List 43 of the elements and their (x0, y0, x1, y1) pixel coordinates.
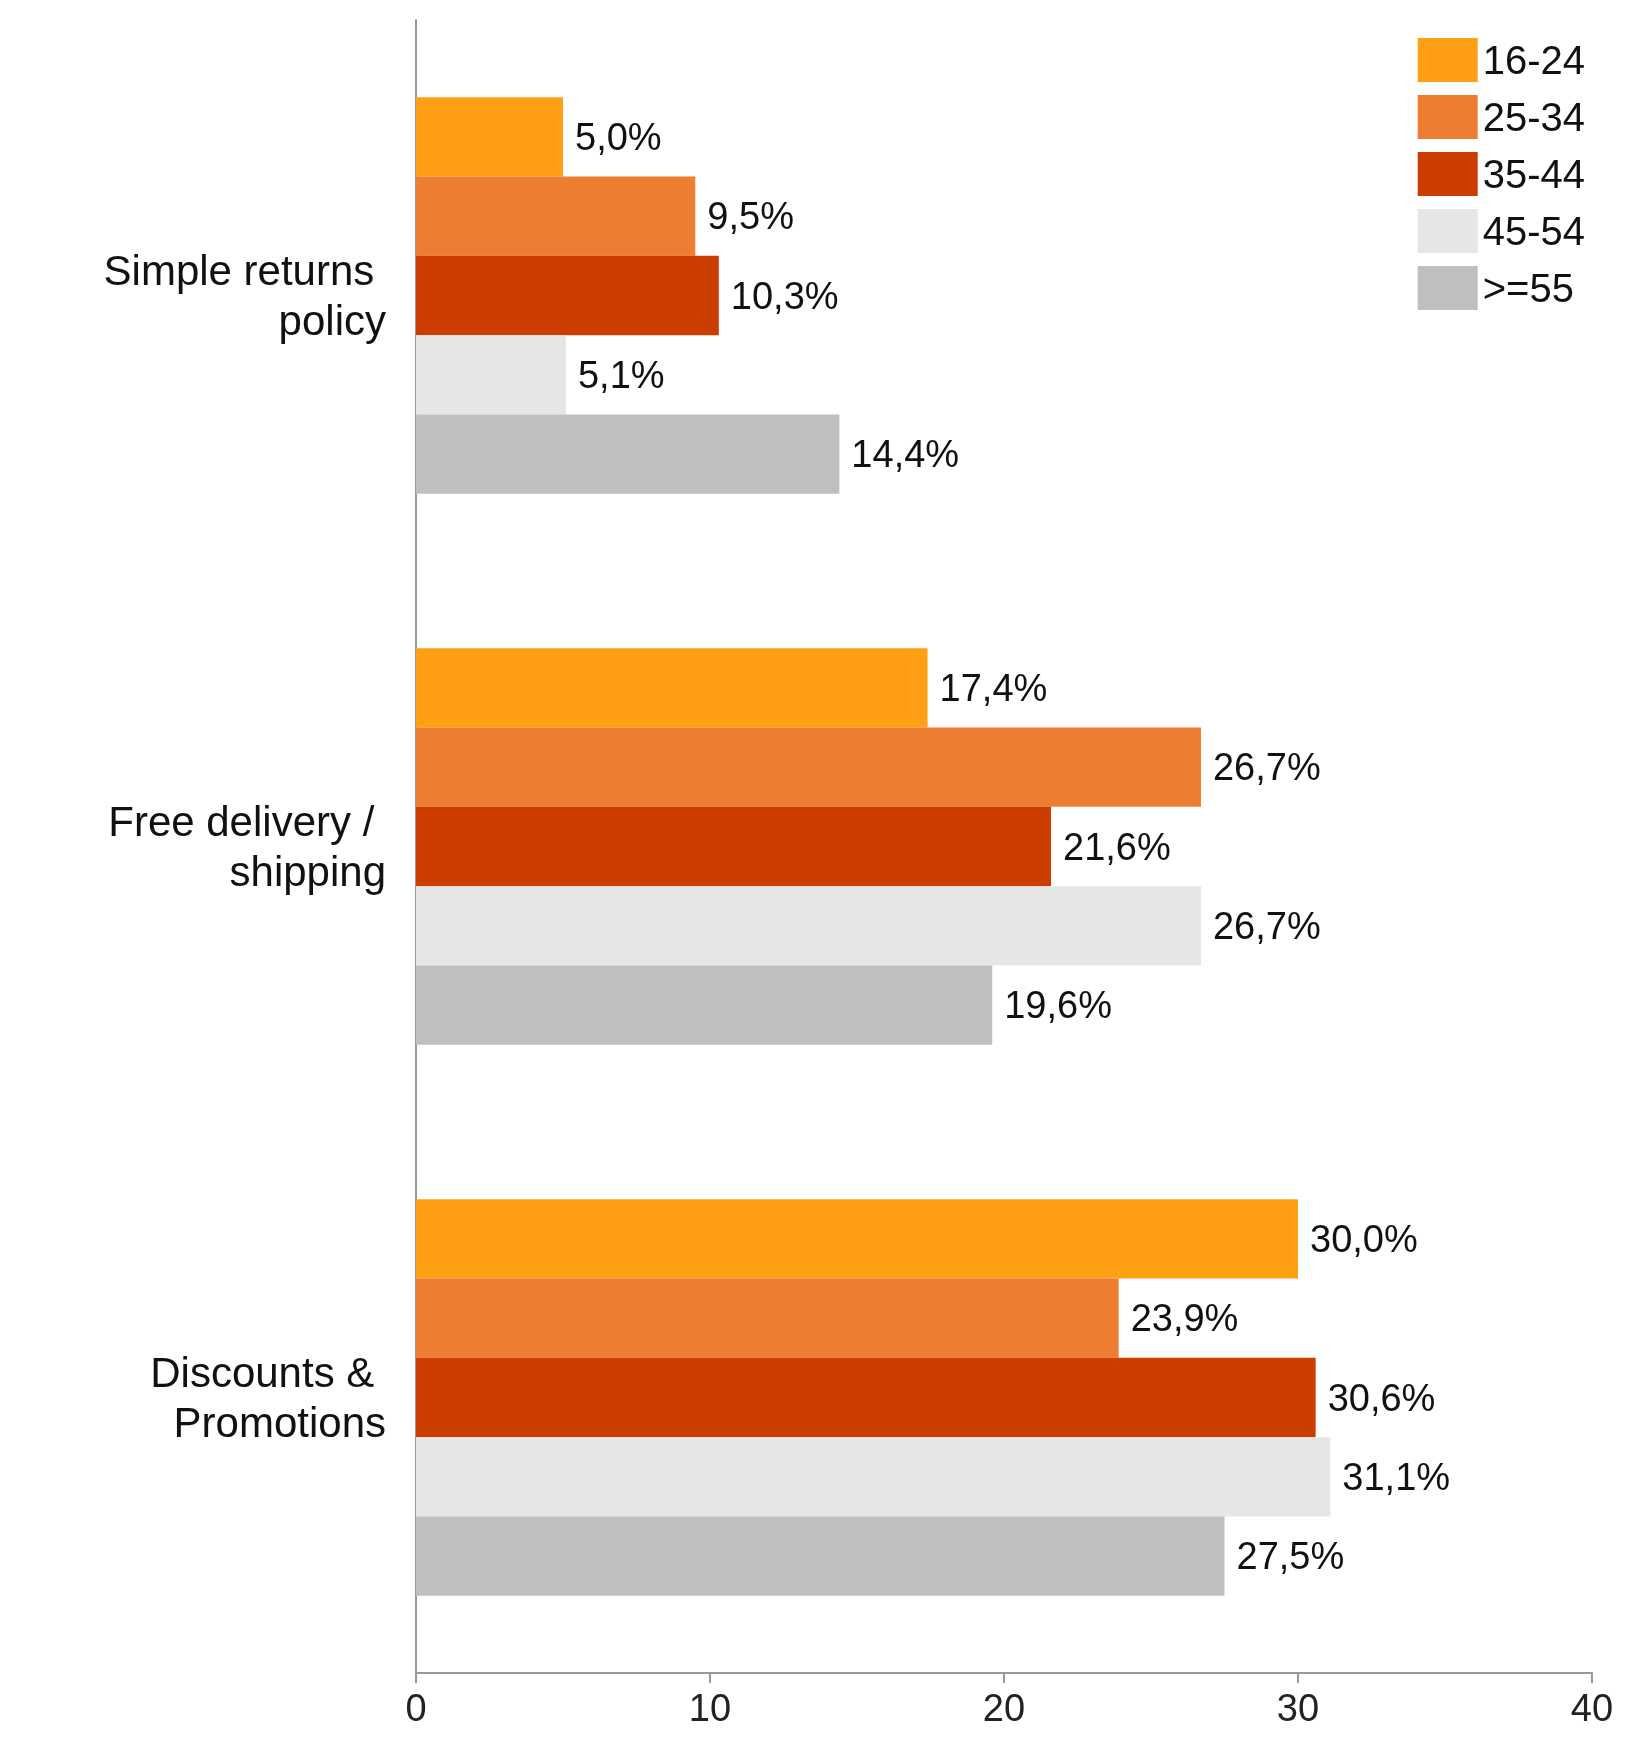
y-tick-label: Simple returns policy (103, 247, 386, 344)
data-label: 9,5% (707, 195, 794, 238)
data-label: 10,3% (730, 274, 839, 317)
data-label: 26,7% (1212, 904, 1321, 947)
bar (416, 806, 1052, 887)
bar (416, 255, 719, 336)
data-label: 27,5% (1236, 1535, 1345, 1578)
bar (416, 1357, 1316, 1438)
x-tick-label: 0 (405, 1687, 427, 1729)
data-label: 19,6% (1004, 984, 1112, 1027)
legend-label: 25-34 (1482, 95, 1586, 139)
x-tick-label: 30 (1276, 1687, 1320, 1729)
legend-label: >=55 (1482, 266, 1574, 310)
bar (416, 414, 840, 494)
bar (416, 1437, 1331, 1517)
bar (416, 176, 696, 256)
data-label: 17,4% (939, 666, 1048, 709)
data-label: 14,4% (851, 433, 960, 476)
data-label: 5,1% (577, 353, 665, 396)
bar (416, 1516, 1225, 1596)
bar (416, 335, 566, 415)
data-label: 21,6% (1063, 825, 1171, 868)
data-label: 5,0% (575, 115, 662, 158)
data-label: 30,0% (1310, 1217, 1418, 1260)
bar (416, 97, 563, 177)
bar (416, 1278, 1119, 1358)
data-label: 23,9% (1130, 1297, 1239, 1340)
legend-label: 35-44 (1482, 152, 1586, 196)
legend-label: 45-54 (1482, 209, 1586, 253)
legend-label: 16-24 (1482, 38, 1586, 82)
bar (416, 965, 993, 1045)
bar (416, 727, 1201, 807)
bar (416, 648, 928, 728)
data-label: 26,7% (1212, 746, 1321, 789)
x-tick-label: 20 (982, 1687, 1026, 1729)
x-tick-label: 40 (1570, 1687, 1614, 1729)
x-tick-label: 10 (688, 1687, 732, 1729)
data-label: 31,1% (1342, 1455, 1451, 1498)
bar (416, 1199, 1298, 1279)
bar (416, 886, 1201, 966)
y-tick-label: Free delivery / shipping (108, 798, 386, 895)
data-label: 30,6% (1327, 1376, 1436, 1419)
y-tick-label: Discounts & Promotions (150, 1349, 386, 1446)
